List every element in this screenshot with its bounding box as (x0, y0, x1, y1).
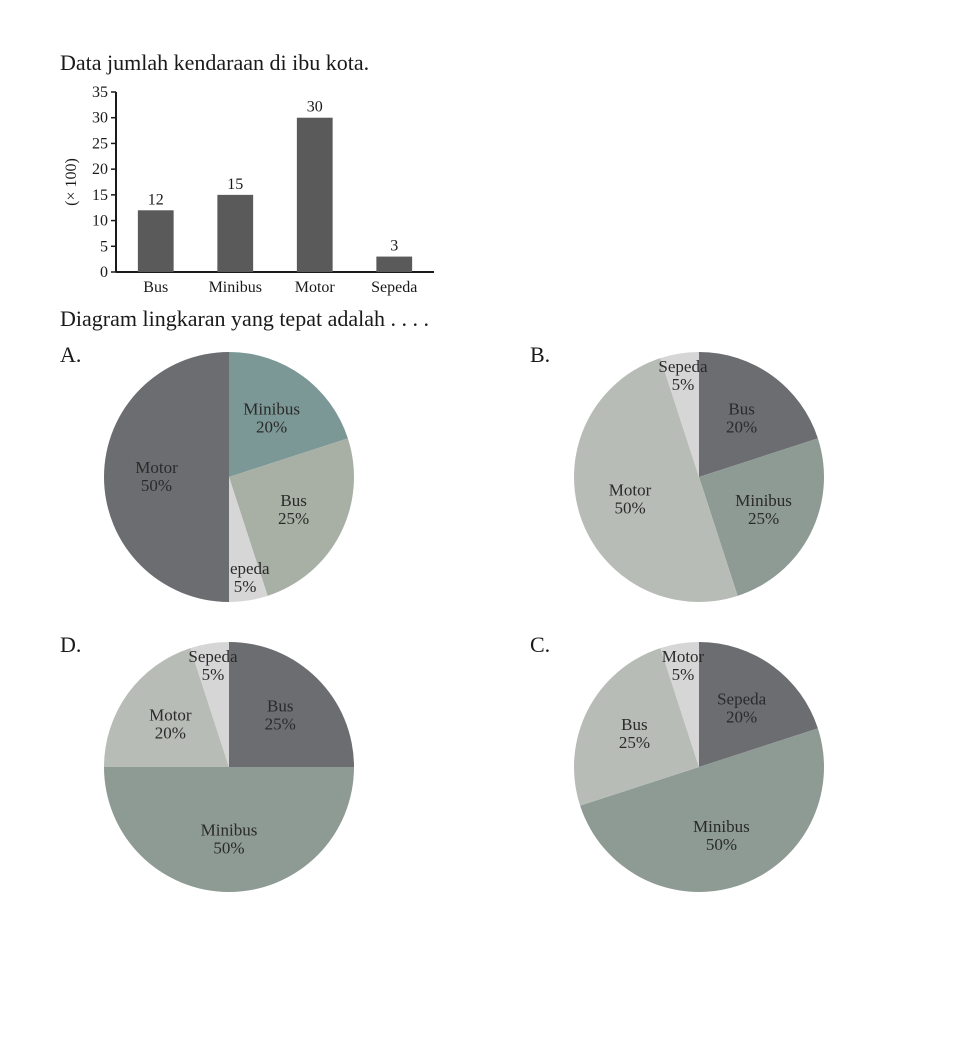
svg-text:12: 12 (148, 191, 164, 208)
answer-label: A. (60, 342, 94, 368)
svg-text:25: 25 (92, 135, 108, 152)
svg-text:Minibus: Minibus (209, 279, 262, 296)
pie-slice-label: Bus20% (726, 399, 757, 436)
chart-title: Data jumlah kendaraan di ibu kota. (60, 50, 904, 76)
answers-grid: A.Minibus20%Bus25%Sepeda5%Motor50%B.Bus2… (60, 342, 920, 902)
pie-slice-label: Bus25% (278, 491, 309, 528)
svg-text:35: 35 (92, 84, 108, 101)
pie-slice-label: Motor50% (135, 458, 178, 495)
svg-text:Sepeda: Sepeda (371, 279, 417, 296)
pie-chart: Minibus20%Bus25%Sepeda5%Motor50% (94, 342, 364, 612)
answer-option-B: B.Bus20%Minibus25%Motor50%Sepeda5% (530, 342, 920, 612)
svg-text:20: 20 (92, 161, 108, 178)
svg-text:5: 5 (100, 238, 108, 255)
pie-chart: Bus25%Minibus50%Motor20%Sepeda5% (94, 632, 364, 902)
answer-option-D: D.Bus25%Minibus50%Motor20%Sepeda5% (60, 632, 450, 902)
pie-slice-label: Bus25% (619, 715, 650, 752)
pie-chart: Sepeda20%Minibus50%Bus25%Motor5% (564, 632, 834, 902)
answer-option-A: A.Minibus20%Bus25%Sepeda5%Motor50% (60, 342, 450, 612)
question-text: Diagram lingkaran yang tepat adalah . . … (60, 306, 904, 332)
svg-text:10: 10 (92, 213, 108, 230)
svg-text:Motor: Motor (295, 279, 336, 296)
answer-label: C. (530, 632, 564, 658)
svg-text:15: 15 (227, 176, 243, 193)
svg-text:0: 0 (100, 264, 108, 281)
bar-chart: 0 5 10 15 20 25 30 35 (× 100) 12 Bus 15 Minibus 30 Mot… (60, 82, 440, 302)
svg-text:3: 3 (390, 238, 398, 255)
answer-option-C: C.Sepeda20%Minibus50%Bus25%Motor5% (530, 632, 920, 902)
svg-text:Bus: Bus (143, 279, 168, 296)
pie-chart: Bus20%Minibus25%Motor50%Sepeda5% (564, 342, 834, 612)
answer-label: D. (60, 632, 94, 658)
answer-label: B. (530, 342, 564, 368)
svg-text:(× 100): (× 100) (63, 158, 80, 206)
pie-slice-label: Motor20% (149, 705, 192, 742)
svg-text:30: 30 (307, 99, 323, 116)
svg-text:15: 15 (92, 187, 108, 204)
svg-text:30: 30 (92, 110, 108, 127)
pie-slice-label: Motor50% (609, 480, 652, 517)
pie-slice-label: Bus25% (265, 697, 296, 734)
